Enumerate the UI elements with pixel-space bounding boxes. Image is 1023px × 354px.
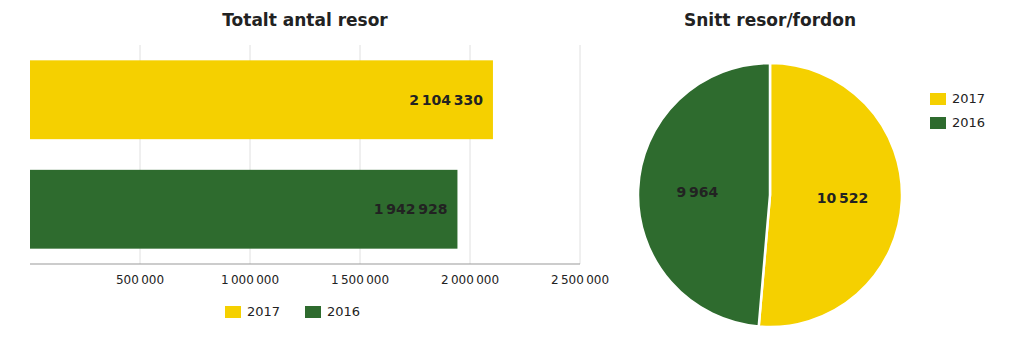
- chart-title: Snitt resor/fordon: [684, 10, 856, 30]
- data-label: 10 522: [817, 190, 869, 206]
- pie-slice: [638, 63, 770, 327]
- legend-swatch: [305, 306, 321, 318]
- tick-label: 1 000 000: [221, 273, 279, 287]
- legend-label: 2017: [952, 91, 985, 106]
- chart-title: Totalt antal resor: [222, 10, 388, 30]
- legend-swatch: [930, 93, 946, 105]
- tick-label: 1 500 000: [331, 273, 389, 287]
- legend-label: 2016: [327, 304, 360, 319]
- legend-label: 2017: [247, 304, 280, 319]
- bar: [30, 60, 493, 139]
- data-labels: 2 104 330 1 942 928: [374, 92, 484, 218]
- chart-canvas: Totalt antal resor 500 000 1 000 000 1 500 …: [0, 0, 1023, 354]
- data-label: 9 964: [677, 184, 719, 200]
- legend-label: 2016: [952, 115, 985, 130]
- bar-chart: Totalt antal resor 500 000 1 000 000 1 500 …: [30, 10, 609, 319]
- data-label: 1 942 928: [374, 201, 448, 217]
- tick-label: 2 500 000: [551, 273, 609, 287]
- pie-chart: Snitt resor/fordon 10 522 9 964 2017 2016: [638, 10, 985, 327]
- legend: 2017 2016: [930, 91, 985, 130]
- slices: [638, 63, 902, 327]
- tick-label: 500 000: [116, 273, 164, 287]
- data-labels: 10 522 9 964: [677, 184, 869, 206]
- legend-swatch: [225, 306, 241, 318]
- x-axis: [30, 264, 580, 265]
- legend-swatch: [930, 117, 946, 129]
- pie-slice: [759, 63, 902, 327]
- data-label: 2 104 330: [409, 92, 483, 108]
- grid-line: [580, 45, 581, 264]
- tick-label: 2 000 000: [441, 273, 499, 287]
- bars: [30, 60, 493, 248]
- legend: 2017 2016: [225, 304, 360, 319]
- bar: [30, 170, 457, 249]
